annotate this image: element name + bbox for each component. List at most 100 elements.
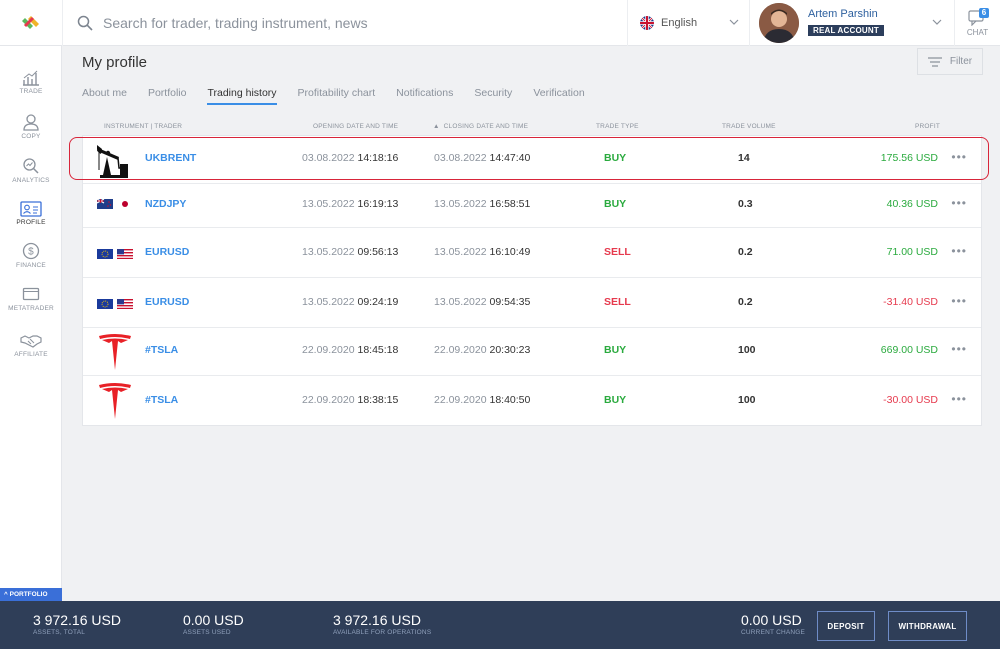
assets-total-value: 3 972.16 USD	[33, 612, 121, 628]
tab-about-me[interactable]: About me	[82, 87, 127, 99]
app-logo[interactable]	[0, 0, 62, 46]
eu-us-flags-icon	[97, 247, 133, 265]
search-icon	[77, 15, 93, 31]
more-options-icon[interactable]: •••	[951, 244, 967, 258]
current-change-value: 0.00 USD	[741, 612, 802, 628]
trade-volume: 14	[738, 152, 750, 164]
more-options-icon[interactable]: •••	[951, 150, 967, 164]
assets-used: 0.00 USD ASSETS USED	[183, 612, 244, 636]
column-header-opening[interactable]: OPENING DATE AND TIME	[313, 123, 399, 130]
more-options-icon[interactable]: •••	[951, 392, 967, 406]
opening-date: 03.08.2022	[302, 152, 355, 164]
avatar	[759, 3, 799, 43]
trade-type: BUY	[604, 344, 627, 356]
current-change: 0.00 USD CURRENT CHANGE	[741, 612, 805, 636]
chat-button[interactable]: 6 CHAT	[954, 0, 1000, 46]
instrument-symbol[interactable]: #TSLA	[145, 394, 179, 406]
sidebar-item-copy[interactable]: COPY	[0, 113, 62, 140]
closing-time: 09:54:35	[489, 296, 531, 308]
language-selector[interactable]: English	[627, 0, 749, 46]
trade-profit: 71.00 USD	[886, 246, 938, 258]
assets-used-label: ASSETS USED	[183, 629, 231, 636]
instrument-symbol[interactable]: NZDJPY	[145, 198, 187, 210]
instrument-symbol[interactable]: #TSLA	[145, 344, 179, 356]
trade-volume: 100	[738, 344, 756, 356]
copy-icon	[23, 114, 39, 131]
trade-type: BUY	[604, 152, 627, 164]
instrument-symbol[interactable]: EURUSD	[145, 246, 190, 258]
opening-time: 18:45:18	[357, 344, 399, 356]
opening-datetime: 03.08.2022 14:18:16	[302, 152, 398, 164]
tab-profitability-chart[interactable]: Profitability chart	[297, 87, 376, 99]
trade-volume: 100	[738, 394, 756, 406]
more-options-icon[interactable]: •••	[951, 342, 967, 356]
opening-time: 09:24:19	[357, 296, 399, 308]
available-for-operations: 3 972.16 USD AVAILABLE FOR OPERATIONS	[333, 612, 431, 636]
oil-pump-icon	[96, 140, 131, 183]
sidebar-item-profile[interactable]: PROFILE	[0, 201, 62, 226]
tesla-logo-icon	[97, 382, 133, 425]
column-header-trade-volume[interactable]: TRADE VOLUME	[722, 123, 776, 130]
chart-icon	[23, 70, 39, 86]
account-name: Artem Parshin	[808, 8, 878, 20]
chat-count-badge: 6	[979, 8, 989, 18]
table-row[interactable]: #TSLA 22.09.2020 18:45:18 22.09.2020 20:…	[83, 328, 981, 376]
closing-date: 13.05.2022	[434, 296, 487, 308]
opening-datetime: 13.05.2022 09:56:13	[302, 246, 398, 258]
column-header-trade-type[interactable]: TRADE TYPE	[596, 123, 639, 130]
portfolio-summary-bar: 3 972.16 USD ASSETS, TOTAL 0.00 USD ASSE…	[0, 601, 1000, 649]
svg-text:$: $	[28, 247, 34, 258]
logo-icon	[22, 16, 39, 29]
trade-volume: 0.3	[738, 198, 753, 210]
search-input[interactable]	[103, 15, 583, 31]
opening-date: 22.09.2020	[302, 344, 355, 356]
trade-type: BUY	[604, 198, 627, 210]
account-type-badge: REAL ACCOUNT	[808, 25, 884, 36]
language-label: English	[661, 17, 698, 29]
sidebar-item-finance[interactable]: $ FINANCE	[0, 242, 62, 269]
table-row[interactable]: EURUSD 13.05.2022 09:56:13 13.05.2022 16…	[83, 228, 981, 278]
tab-security[interactable]: Security	[474, 87, 513, 99]
instrument-symbol[interactable]: UKBRENT	[145, 152, 197, 164]
chevron-up-icon: ^	[4, 591, 10, 598]
account-menu[interactable]: Artem Parshin REAL ACCOUNT	[749, 0, 954, 46]
profile-tabs: About me Portfolio Trading history Profi…	[82, 87, 606, 105]
filter-button[interactable]: Filter	[917, 48, 983, 75]
closing-date: 13.05.2022	[434, 246, 487, 258]
tab-notifications[interactable]: Notifications	[396, 87, 454, 99]
sidebar-item-label: PROFILE	[16, 219, 46, 226]
table-row[interactable]: EURUSD 13.05.2022 09:24:19 13.05.2022 09…	[83, 278, 981, 328]
available-label: AVAILABLE FOR OPERATIONS	[333, 629, 432, 636]
withdrawal-button[interactable]: WITHDRAWAL	[888, 611, 967, 641]
closing-time: 14:47:40	[489, 152, 531, 164]
sidebar-item-analytics[interactable]: ANALYTICS	[0, 157, 62, 184]
available-value: 3 972.16 USD	[333, 612, 421, 628]
closing-time: 16:10:49	[489, 246, 531, 258]
table-row[interactable]: NZDJPY 13.05.2022 16:19:13 13.05.2022 16…	[83, 184, 981, 228]
nz-jp-flags-icon	[96, 197, 133, 215]
sidebar-item-metatrader[interactable]: METATRADER	[0, 287, 62, 312]
trade-profit: -30.00 USD	[883, 394, 938, 406]
sidebar-item-affiliate[interactable]: AFFILIATE	[0, 333, 62, 358]
table-row[interactable]: UKBRENT 03.08.2022 14:18:16 03.08.2022 1…	[83, 136, 981, 184]
sidebar-item-label: METATRADER	[8, 305, 54, 312]
tab-verification[interactable]: Verification	[533, 87, 585, 99]
table-row[interactable]: #TSLA 22.09.2020 18:38:15 22.09.2020 18:…	[83, 376, 981, 426]
instrument-symbol[interactable]: EURUSD	[145, 296, 190, 308]
column-header-instrument[interactable]: INSTRUMENT | TRADER	[104, 123, 183, 130]
column-header-closing[interactable]: ▲ CLOSING DATE AND TIME	[433, 123, 528, 130]
more-options-icon[interactable]: •••	[951, 196, 967, 210]
sidebar-item-trade[interactable]: TRADE	[0, 70, 62, 95]
deposit-button[interactable]: DEPOSIT	[817, 611, 875, 641]
closing-datetime: 13.05.2022 16:58:51	[434, 198, 530, 210]
assets-total-label: ASSETS, TOTAL	[33, 629, 86, 636]
tab-trading-history[interactable]: Trading history	[207, 87, 277, 105]
closing-datetime: 22.09.2020 20:30:23	[434, 344, 530, 356]
closing-time: 16:58:51	[489, 198, 531, 210]
sidebar-item-label: FINANCE	[16, 262, 46, 269]
column-header-profit[interactable]: PROFIT	[915, 123, 941, 130]
portfolio-toggle[interactable]: ^ PORTFOLIO	[0, 588, 62, 601]
more-options-icon[interactable]: •••	[951, 294, 967, 308]
sidebar-item-label: ANALYTICS	[12, 177, 50, 184]
tab-portfolio[interactable]: Portfolio	[147, 87, 187, 99]
